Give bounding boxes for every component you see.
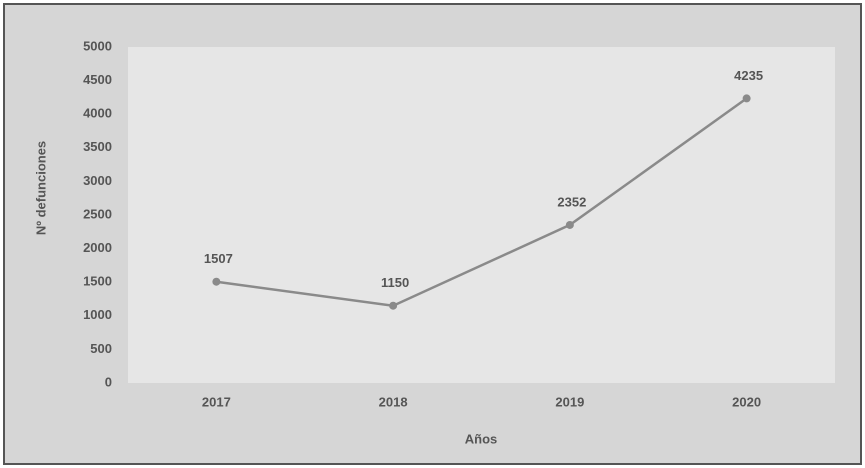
y-tick-label: 4000 xyxy=(83,106,112,121)
plot-area xyxy=(128,47,835,383)
x-tick-label: 2019 xyxy=(555,394,584,409)
y-tick-label: 2500 xyxy=(83,206,112,221)
line xyxy=(216,97,748,308)
point xyxy=(389,301,398,310)
point xyxy=(742,94,751,103)
data-label: 4235 xyxy=(734,68,763,83)
point xyxy=(212,277,221,286)
x-tick-label: 2018 xyxy=(379,394,408,409)
point xyxy=(565,220,574,229)
x-tick-label: 2017 xyxy=(202,394,231,409)
y-tick-label: 0 xyxy=(105,374,112,389)
y-tick-label: 4500 xyxy=(83,72,112,87)
x-tick-label: 2020 xyxy=(732,394,761,409)
y-tick-label: 5000 xyxy=(83,38,112,53)
y-axis-label: Nº defunciones xyxy=(33,141,48,235)
y-tick-label: 1000 xyxy=(83,307,112,322)
y-tick-label: 3500 xyxy=(83,139,112,154)
y-tick-label: 500 xyxy=(90,341,112,356)
data-label: 1507 xyxy=(204,251,233,266)
y-tick-label: 3000 xyxy=(83,173,112,188)
y-tick-label: 2000 xyxy=(83,240,112,255)
data-label: 2352 xyxy=(557,194,586,209)
x-axis-label: Años xyxy=(465,431,498,446)
y-tick-label: 1500 xyxy=(83,274,112,289)
data-label: 1150 xyxy=(381,275,409,290)
